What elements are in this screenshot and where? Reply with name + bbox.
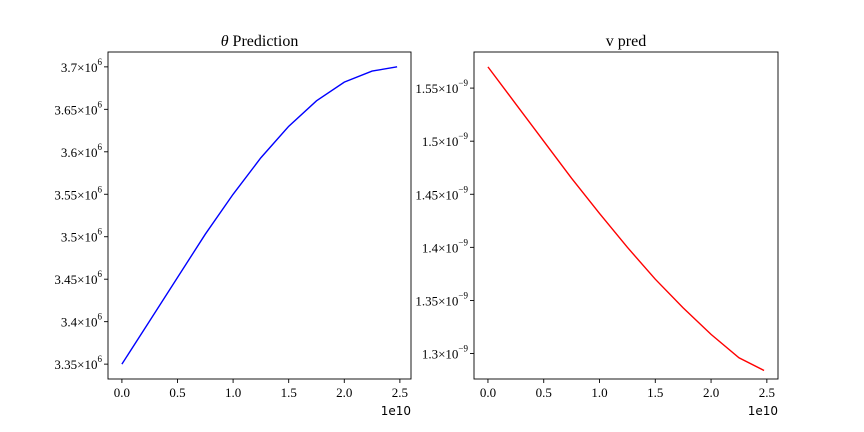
x-tick-label: 0.5 [169, 385, 185, 400]
x-tick-label: 1.0 [225, 385, 241, 400]
y-tick-label: 3.7×106 [61, 57, 103, 75]
y-tick-label: 1.5×10−9 [422, 131, 469, 149]
y-tick-label: 1.3×10−9 [422, 344, 469, 362]
theta-plot-frame [107, 51, 412, 380]
title-symbol: θ [221, 33, 229, 50]
x-tick-label: 2.5 [759, 385, 775, 400]
x-tick-label: 2.0 [703, 385, 719, 400]
x-tick-label: 0.0 [480, 385, 496, 400]
y-tick-label: 3.6×106 [61, 142, 103, 160]
x-tick-label: 1.0 [591, 385, 607, 400]
x-tick-label: 0.0 [114, 385, 130, 400]
v-subplot: v pred 0.0 0.5 1.0 1.5 2.0 2.5 1e10 1.3×10−9 1.35… [415, 33, 779, 418]
y-tick-label: 1.55×10−9 [415, 78, 468, 96]
theta-subplot: θ Prediction 0.0 0.5 1.0 1.5 2.0 2.5 1e10 3.35×1… [54, 33, 412, 418]
v-series-line [487, 66, 765, 372]
title-text: Prediction [229, 33, 299, 50]
theta-series-line [121, 66, 398, 365]
v-chart-title: v pred [606, 33, 646, 50]
y-tick-label: 3.4×106 [61, 312, 103, 330]
x-tick-label: 2.5 [392, 385, 408, 400]
theta-chart-title: θ Prediction [221, 33, 299, 50]
y-tick-label: 1.35×10−9 [415, 290, 468, 308]
y-tick-label: 3.45×106 [54, 269, 102, 287]
y-tick-label: 3.35×106 [54, 354, 102, 372]
y-tick-label: 1.45×10−9 [415, 184, 468, 202]
y-tick-label: 3.55×106 [54, 184, 102, 202]
x-offset-label: 1e10 [381, 404, 411, 418]
y-tick-label: 3.65×106 [54, 99, 102, 117]
x-tick-label: 1.5 [647, 385, 663, 400]
y-tick-label: 3.5×106 [61, 227, 103, 245]
x-tick-label: 2.0 [336, 385, 352, 400]
x-offset-label: 1e10 [748, 404, 778, 418]
x-tick-label: 1.5 [281, 385, 297, 400]
v-plot-frame [473, 51, 779, 380]
y-tick-label: 1.4×10−9 [422, 237, 469, 255]
x-tick-label: 0.5 [536, 385, 552, 400]
